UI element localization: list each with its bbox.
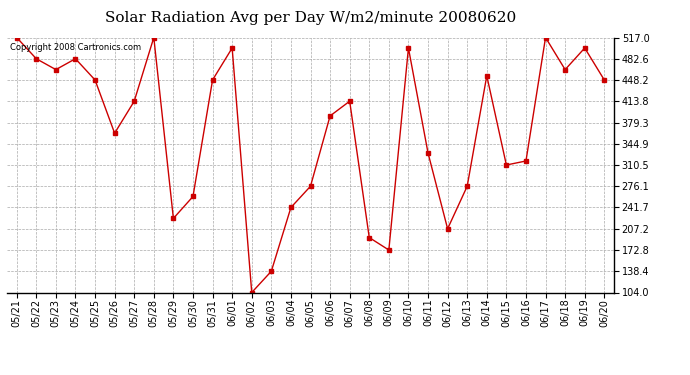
Text: Copyright 2008 Cartronics.com: Copyright 2008 Cartronics.com bbox=[10, 43, 141, 52]
Text: Solar Radiation Avg per Day W/m2/minute 20080620: Solar Radiation Avg per Day W/m2/minute … bbox=[105, 11, 516, 25]
